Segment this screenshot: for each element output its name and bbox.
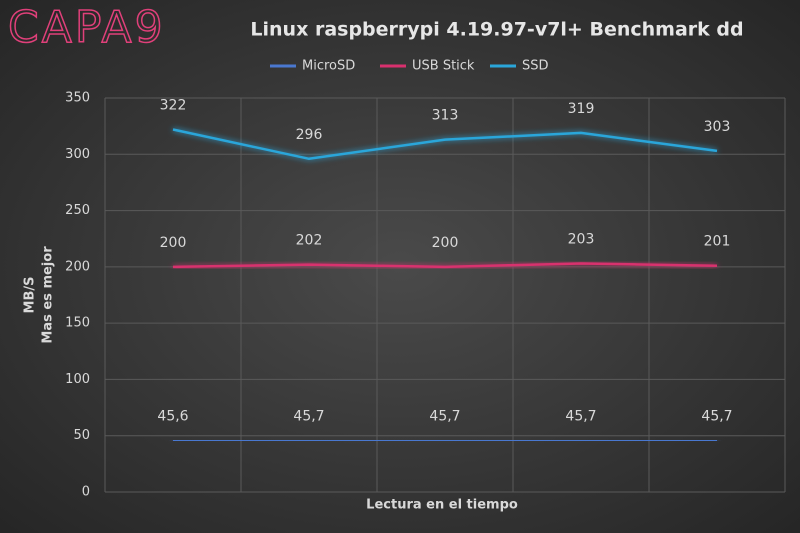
- y-tick-label: 300: [65, 147, 90, 162]
- x-axis-label: Lectura en el tiempo: [366, 498, 518, 513]
- y-tick-label: 100: [65, 372, 90, 387]
- y-tick-label: 150: [65, 316, 90, 331]
- y-tick-label: 250: [65, 203, 90, 218]
- y-tick-label: 0: [82, 485, 90, 500]
- data-label: 45,7: [565, 409, 596, 425]
- data-label: 201: [704, 234, 731, 250]
- data-label: 45,7: [293, 409, 324, 425]
- y-axis-label: MB/S: [23, 277, 38, 314]
- series-line: [172, 128, 718, 161]
- data-label: 45,7: [701, 409, 732, 425]
- legend-label: SSD: [522, 59, 549, 74]
- chart-title: Linux raspberrypi 4.19.97-v7l+ Benchmark…: [250, 19, 743, 41]
- data-label: 313: [432, 108, 459, 124]
- y-tick-label: 200: [65, 259, 90, 274]
- logo: CAPA9: [8, 2, 166, 53]
- data-label: 322: [160, 98, 187, 114]
- y-tick-label: 50: [73, 428, 90, 443]
- data-label: 303: [704, 119, 731, 135]
- data-label: 296: [296, 127, 323, 143]
- data-label: 200: [432, 235, 459, 251]
- data-label: 45,7: [429, 409, 460, 425]
- data-label: 319: [568, 101, 595, 117]
- data-label: 202: [296, 233, 323, 249]
- data-label: 203: [568, 231, 595, 247]
- y-tick-label: 350: [65, 91, 90, 106]
- series-line: [172, 262, 718, 269]
- data-label: 200: [160, 235, 187, 251]
- data-label: 45,6: [157, 409, 188, 425]
- y-axis-label: Mas es mejor: [41, 246, 56, 344]
- legend-label: MicroSD: [302, 59, 355, 74]
- legend-label: USB Stick: [412, 59, 475, 74]
